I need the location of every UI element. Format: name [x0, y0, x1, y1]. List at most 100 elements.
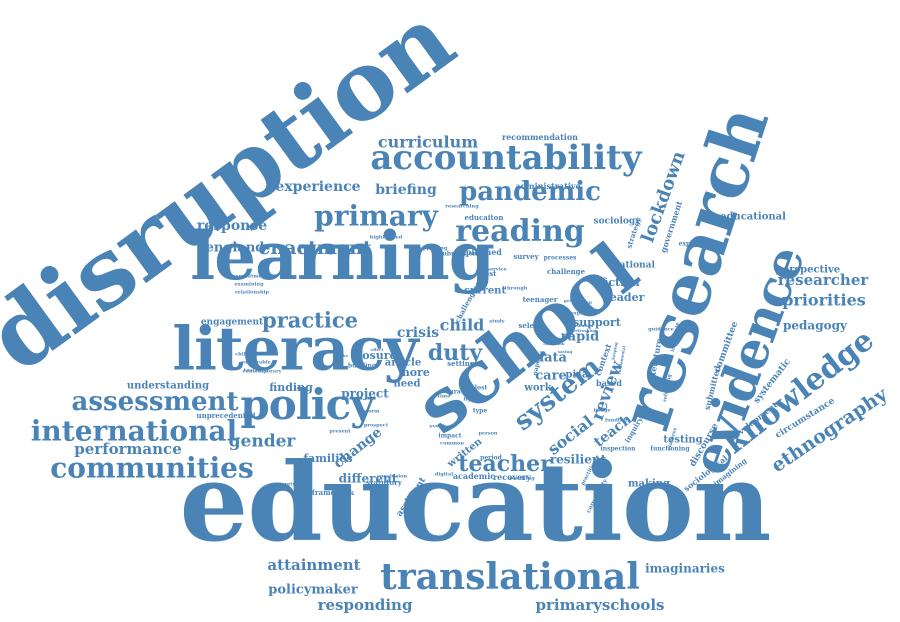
cloud-word-highlighted: highlighted — [370, 235, 403, 241]
cloud-word-immediate: immediate — [670, 322, 681, 352]
cloud-word-childhood: childhood — [235, 352, 263, 358]
cloud-word-explore: explore — [679, 241, 704, 248]
cloud-word-submission: submission — [439, 251, 478, 258]
cloud-word-study: study — [489, 319, 505, 325]
cloud-word-unprecedented: unprecedented — [197, 411, 256, 420]
cloud-word-accountability: accountability — [370, 138, 643, 178]
cloud-word-response: response — [197, 218, 267, 234]
cloud-word-academic: academic — [453, 471, 495, 481]
cloud-word-work: work — [523, 383, 553, 394]
cloud-word-based: based — [596, 378, 622, 388]
cloud-word-effect: effect — [371, 347, 384, 352]
cloud-word-researching: researching — [445, 204, 479, 210]
cloud-word-primaryschools: primaryschools — [536, 596, 665, 614]
cloud-word-person: person — [478, 431, 497, 437]
cloud-word-responding: responding — [318, 596, 413, 614]
cloud-word-crisis: crisis — [397, 325, 439, 341]
cloud-word-digital: digital — [435, 472, 453, 478]
cloud-word-inform: inform — [361, 409, 381, 415]
cloud-word-fundamental: fundamental — [617, 345, 627, 374]
cloud-word-challenge: challenge — [547, 267, 586, 276]
cloud-word-reading: reading — [455, 214, 585, 249]
cloud-word-time: time — [438, 394, 451, 400]
cloud-word-engagement: engagement — [201, 318, 264, 328]
cloud-word-pupil: pupil — [580, 300, 592, 305]
cloud-word-event: event — [429, 424, 445, 430]
cloud-word-recovery: recovery — [493, 472, 531, 482]
cloud-word-experience: experience — [275, 179, 360, 195]
cloud-word-teacher: teacher — [458, 451, 552, 477]
cloud-word-lost: lost — [475, 385, 488, 392]
cloud-word-prospect: prospect — [364, 423, 389, 429]
cloud-word-distribution: distribution — [567, 323, 594, 328]
cloud-word-teaching: teaching — [244, 368, 269, 374]
cloud-word-image: image — [593, 408, 610, 414]
cloud-word-impact: impact — [438, 433, 461, 440]
cloud-word-relationship: relationship — [235, 290, 269, 296]
cloud-word-communities: communities — [50, 452, 253, 485]
cloud-word-exploring: exploring — [571, 311, 598, 317]
cloud-word-researcher: researcher — [778, 271, 870, 289]
cloud-word-resilient: resilient — [550, 453, 607, 467]
cloud-word-literacy: literacy — [172, 315, 420, 385]
cloud-word-pandemic: pandemic — [459, 177, 601, 207]
cloud-word-returning: returning — [284, 482, 312, 488]
cloud-word-more: more — [398, 366, 430, 379]
cloud-word-briefing: briefing — [375, 182, 437, 198]
cloud-word-imaginaries: imaginaries — [645, 562, 725, 576]
cloud-word-policymaker: policymaker — [268, 583, 358, 598]
cloud-word-keeping: keeping — [610, 341, 618, 360]
cloud-word-need: need — [394, 379, 421, 390]
cloud-word-support: support — [573, 316, 622, 329]
cloud-word-paper: paper — [532, 355, 542, 376]
cloud-word-different: different — [339, 472, 398, 486]
cloud-word-saving: saving — [558, 349, 573, 354]
cloud-word-survey: survey — [513, 252, 539, 261]
cloud-word-duty: duty — [428, 340, 484, 366]
cloud-word-service: service — [487, 267, 507, 273]
cloud-word-sociology: sociology — [594, 217, 642, 227]
cloud-word-article: article — [385, 358, 421, 369]
cloud-word-assessment: assessment — [72, 387, 239, 417]
cloud-word-examining: examining — [234, 282, 264, 288]
cloud-word-contemporary: contemporary — [242, 369, 282, 375]
cloud-word-supporting: supporting — [417, 246, 448, 252]
cloud-word-recommendation: recommendation — [502, 132, 578, 142]
cloud-word-care: care — [535, 369, 566, 384]
cloud-word-vulnerable: vulnerable — [240, 360, 271, 366]
cloud-word-rapid: rapid — [561, 330, 599, 345]
cloud-word-building: building — [348, 363, 377, 370]
cloud-word-performance: performance — [74, 440, 181, 458]
cloud-word-leader: leader — [606, 291, 645, 304]
cloud-word-statutory: statutory — [366, 478, 403, 487]
cloud-word-framework: framework — [312, 488, 354, 497]
cloud-word-data: data — [535, 351, 568, 366]
cloud-word-education: education — [180, 440, 771, 566]
cloud-word-administrative: administrative — [515, 181, 580, 191]
cloud-word-conclusion: conclusion — [377, 474, 408, 480]
cloud-word-mean: mean — [431, 411, 447, 417]
cloud-word-setting: setting — [447, 359, 475, 368]
cloud-word-current: current — [464, 286, 507, 297]
cloud-word-processes: processes — [544, 255, 577, 262]
cloud-word-commitment: commitment — [232, 274, 268, 280]
cloud-word-england: england — [206, 241, 265, 256]
cloud-word-learning: learning — [190, 217, 494, 295]
cloud-word-closure: closure — [351, 349, 396, 362]
cloud-word-project: project — [341, 387, 389, 401]
cloud-word-families: families — [303, 452, 352, 465]
cloud-word-curation: curation — [446, 389, 475, 396]
cloud-word-practice: practice — [262, 308, 358, 333]
cloud-word-reframing: reframing — [662, 373, 673, 402]
cloud-word-resulting: resulting — [509, 476, 535, 482]
cloud-word-through: through — [505, 286, 528, 292]
cloud-word-finding: finding — [269, 381, 313, 394]
cloud-word-inspection: inspection — [600, 446, 636, 453]
cloud-word-child: child — [440, 316, 485, 335]
cloud-word-testing: testing — [663, 435, 702, 446]
cloud-word-type: type — [473, 408, 487, 415]
cloud-word-educaiton: educaiton — [465, 213, 504, 222]
cloud-word-primary: primary — [314, 200, 438, 233]
cloud-word-refreshing: refreshing — [573, 328, 597, 333]
cloud-word-condition: condition — [543, 341, 564, 346]
